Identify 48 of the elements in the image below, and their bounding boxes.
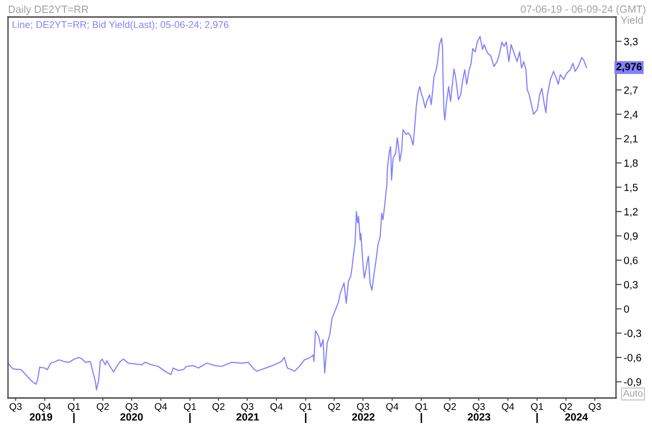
x-tick-label: Q4 (270, 403, 283, 412)
x-tick-label: Q4 (386, 403, 398, 412)
y-tick-label: 2,4 (624, 110, 638, 120)
y-tick-label: 0,6 (624, 256, 638, 266)
chart-title: Daily DE2YT=RR (8, 5, 88, 15)
x-tick-label: Q1 (68, 403, 80, 412)
x-tick-label: Q1 (531, 403, 544, 412)
x-tick-label: Q3 (472, 403, 485, 412)
x-tick-label: Q2 (560, 403, 572, 412)
y-tick-label: 1,8 (624, 159, 638, 168)
y-tick-label: 1,5 (624, 184, 638, 192)
y-tick-label: 0 (624, 305, 630, 313)
x2-tick-label: 2021 (236, 413, 259, 421)
x-tick-label: Q3 (241, 403, 254, 412)
x2-tick-label: 2023 (468, 413, 490, 421)
y-tick-label: 0,3 (624, 281, 638, 290)
x-tick-label: Q1 (300, 403, 312, 412)
y-tick-label: -0,3 (624, 330, 642, 338)
x2-tick-label: 2019 (30, 413, 52, 421)
x-tick-label: Q1 (184, 403, 196, 412)
x-tick-label: Q3 (588, 403, 601, 412)
x-tick-label: Q4 (38, 403, 51, 412)
x-tick-label: Q3 (10, 403, 22, 412)
x-tick-label: Q2 (96, 403, 109, 412)
y-tick-label: 1,2 (624, 208, 638, 217)
y-tick-label: 0,9 (624, 232, 638, 241)
x-tick-label: Q4 (502, 403, 514, 412)
x-tick-label: Q2 (444, 403, 456, 412)
y-tick-label: -0,6 (624, 354, 642, 363)
x2-tick-label: 2020 (120, 413, 143, 421)
x-tick-label: Q3 (126, 403, 138, 412)
x-tick-label: Q2 (212, 403, 224, 412)
text: 2,976 (616, 63, 642, 72)
x2-tick-label: 2024 (565, 413, 588, 421)
x-tick-label: Q3 (357, 403, 370, 412)
x2-tick-label: 2022 (352, 413, 375, 421)
y-tick-label: -0,9 (624, 378, 642, 387)
y-axis-title: Yield (620, 16, 643, 24)
text: Auto (623, 390, 643, 397)
x-tick-label: Q1 (415, 403, 428, 412)
y-tick-label: 3,3 (624, 38, 638, 46)
text: Line; DE2YT=RR; Bid Yield(Last); 05-06-24; 2,976 (12, 20, 228, 30)
x-tick-label: Q4 (154, 403, 167, 412)
y-tick-label: 2,7 (624, 86, 638, 96)
y-tick-label: 2,1 (624, 135, 638, 144)
line-series (8, 36, 588, 390)
chart-subtitle: 07-06-19 - 06-09-24 (GMT) (520, 5, 646, 15)
x-tick-label: Q2 (328, 403, 340, 412)
